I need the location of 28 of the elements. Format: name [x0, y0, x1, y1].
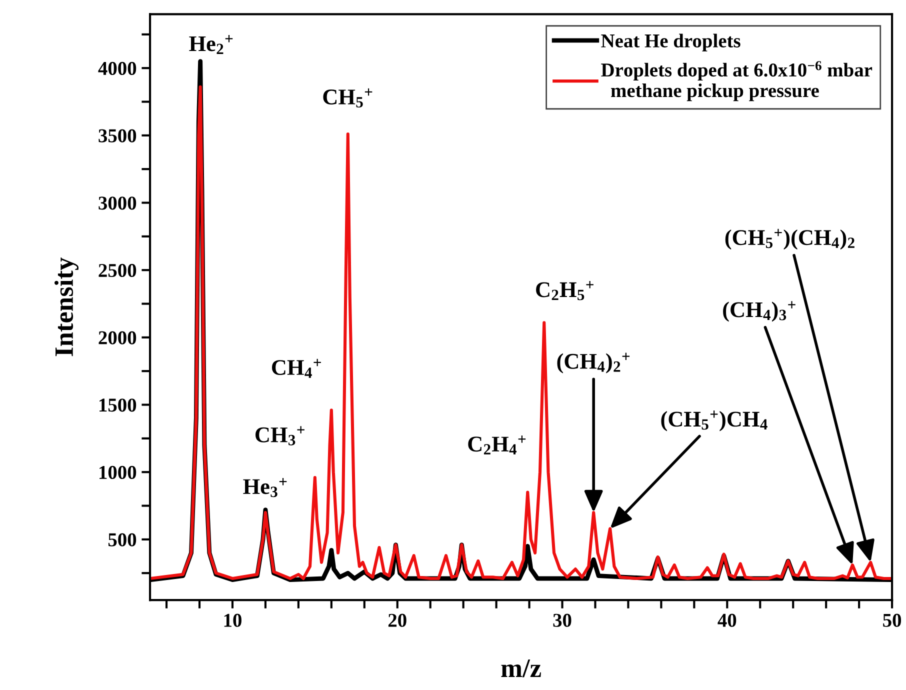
legend-label: Droplets doped at 6.0x10$^{−6}$ mbar methane pickup pressure	[601, 61, 872, 102]
y-tick-label: 2500	[98, 264, 136, 278]
annotation: CH$_{3}$$^{+}$	[256, 426, 304, 446]
y-tick-label: 3000	[98, 196, 136, 210]
y-tick-label: 3500	[98, 129, 136, 142]
annotation: (CH$_{5}$$^{+}$)(CH$_{4}$)$_{2}$	[725, 228, 854, 250]
annotation: C$_{2}$H$_{5}$$^{+}$	[536, 281, 594, 300]
y-tick-label: 2000	[98, 331, 136, 344]
annotation: (CH$_{5}$$^{+}$)CH$_{4}$	[661, 410, 768, 432]
annotation: (CH$_{4}$)$_{2}$$^{+}$	[557, 352, 630, 374]
annotation: He$_{3}$$^{+}$	[243, 478, 287, 498]
x-tick-label: 20	[388, 614, 406, 627]
y-tick-label: 1500	[100, 398, 136, 412]
annotation: C$_{2}$H$_{4}$$^{+}$	[468, 435, 526, 454]
y-tick-label: 4000	[98, 62, 136, 76]
x-tick-label: 10	[224, 614, 242, 627]
x-axis-title: m/z	[501, 660, 541, 678]
annotation: CH$_{4}$$^{+}$	[272, 358, 321, 378]
y-tick-label: 500	[108, 533, 136, 546]
annotation: He$_{2}$$^{+}$	[189, 35, 233, 54]
annotation: CH$_{5}$$^{+}$	[323, 88, 372, 108]
legend-label: Neat He droplets	[601, 34, 740, 52]
x-tick-label: 40	[718, 614, 736, 627]
y-tick-label: 1000	[100, 466, 136, 480]
x-tick-label: 50	[883, 614, 902, 627]
annotation: (CH$_{4}$)$_{3}$$^{+}$	[723, 301, 796, 322]
y-axis-title: Intensity	[54, 258, 79, 356]
x-tick-label: 30	[553, 614, 572, 627]
